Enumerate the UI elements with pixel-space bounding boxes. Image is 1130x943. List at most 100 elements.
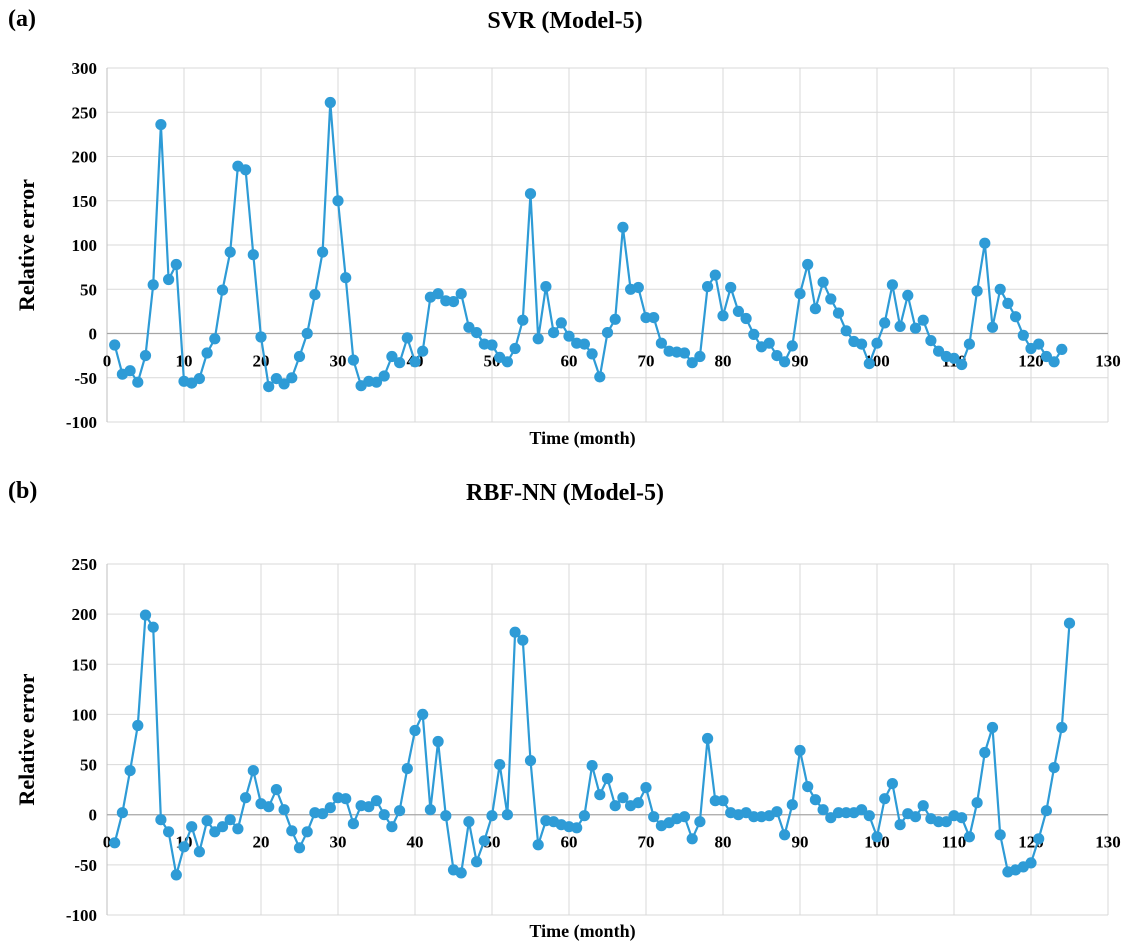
- data-point: [386, 821, 398, 833]
- data-point: [286, 825, 298, 837]
- data-point: [286, 372, 298, 384]
- data-point: [702, 732, 714, 745]
- data-point: [725, 281, 737, 294]
- data-point: [933, 816, 945, 828]
- data-point: [301, 826, 313, 838]
- data-point: [409, 724, 421, 737]
- data-point: [571, 822, 583, 834]
- data-point: [432, 288, 444, 300]
- data-point: [902, 289, 914, 301]
- data-point: [1033, 833, 1045, 845]
- x-axis-title: Time (month): [529, 921, 635, 942]
- data-point: [309, 289, 321, 301]
- y-tick-label: 50: [80, 280, 97, 299]
- data-point: [894, 819, 906, 831]
- data-point: [147, 621, 159, 633]
- data-point: [517, 314, 529, 326]
- x-tick-label: 70: [638, 833, 655, 852]
- data-point: [532, 839, 544, 851]
- data-point: [771, 806, 783, 818]
- data-point: [586, 348, 598, 360]
- y-tick-label: 100: [72, 236, 98, 255]
- data-point: [1040, 805, 1052, 817]
- data-point: [678, 347, 691, 359]
- data-point: [909, 322, 922, 334]
- data-point: [940, 816, 952, 828]
- x-tick-label: 30: [330, 833, 347, 852]
- data-point: [401, 763, 413, 775]
- data-point: [340, 272, 352, 284]
- data-point: [394, 357, 406, 369]
- data-point: [170, 869, 182, 881]
- data-point: [455, 288, 467, 300]
- y-tick-label: -100: [66, 906, 97, 925]
- data-point: [802, 781, 814, 793]
- data-point: [163, 826, 175, 838]
- data-point: [278, 378, 290, 390]
- data-point: [578, 338, 591, 350]
- data-point: [301, 327, 313, 340]
- data-point: [501, 356, 513, 368]
- y-tick-label: 100: [72, 705, 98, 724]
- data-point: [509, 342, 521, 355]
- data-point: [871, 337, 883, 349]
- data-point: [856, 338, 868, 350]
- data-point: [601, 327, 614, 339]
- data-point: [917, 800, 929, 812]
- data-point: [263, 801, 275, 813]
- data-point: [909, 811, 922, 823]
- data-point: [139, 350, 152, 362]
- data-point: [471, 327, 483, 339]
- data-point: [370, 795, 383, 807]
- chart-panel-a: (a) SVR (Model-5) -100 -50 0 50 100 150 200 250…: [0, 0, 1130, 470]
- data-point: [447, 296, 460, 308]
- x-tick-label: 0: [103, 833, 112, 852]
- data-point: [1056, 343, 1068, 355]
- data-point: [794, 744, 806, 757]
- data-point: [1010, 311, 1022, 323]
- x-tick-label: 110: [942, 833, 967, 852]
- data-point: [532, 333, 544, 345]
- data-point: [201, 347, 213, 359]
- data-point: [216, 821, 229, 833]
- data-point: [894, 320, 906, 332]
- data-point: [794, 288, 806, 300]
- data-point: [632, 281, 644, 294]
- data-point: [409, 356, 421, 368]
- y-tick-label: 250: [72, 103, 98, 122]
- data-point: [317, 246, 329, 258]
- data-point: [879, 793, 891, 805]
- data-point: [109, 837, 121, 849]
- x-tick-label: 130: [1095, 352, 1121, 371]
- data-point: [363, 801, 375, 813]
- data-point: [809, 303, 822, 315]
- data-point: [1025, 857, 1037, 869]
- x-tick-label: 60: [561, 833, 578, 852]
- y-tick-label: -50: [74, 369, 97, 388]
- data-point: [802, 258, 814, 271]
- data-point: [232, 823, 244, 835]
- data-point: [840, 325, 852, 337]
- data-point: [948, 352, 960, 364]
- data-point: [524, 755, 537, 767]
- data-point: [216, 284, 229, 296]
- data-point: [563, 330, 575, 342]
- chart-panel-b: (b) RBF-NN (Model-5) -100 -50 0 50 100 150 200…: [0, 472, 1130, 943]
- data-point: [748, 328, 760, 340]
- data-point: [424, 804, 436, 816]
- data-point: [594, 371, 606, 383]
- data-point: [994, 829, 1006, 841]
- data-point: [986, 721, 999, 734]
- data-point: [378, 809, 390, 821]
- data-point: [963, 831, 976, 843]
- data-point: [648, 312, 660, 324]
- panel-label-b: (b): [8, 478, 38, 504]
- data-point: [463, 816, 475, 828]
- data-point: [779, 829, 791, 841]
- data-point: [332, 195, 344, 207]
- y-axis-title: Relative error: [14, 673, 39, 805]
- y-axis-title: Relative error: [14, 179, 39, 311]
- data-point: [324, 802, 336, 814]
- data-point: [163, 273, 175, 286]
- data-point: [340, 793, 352, 805]
